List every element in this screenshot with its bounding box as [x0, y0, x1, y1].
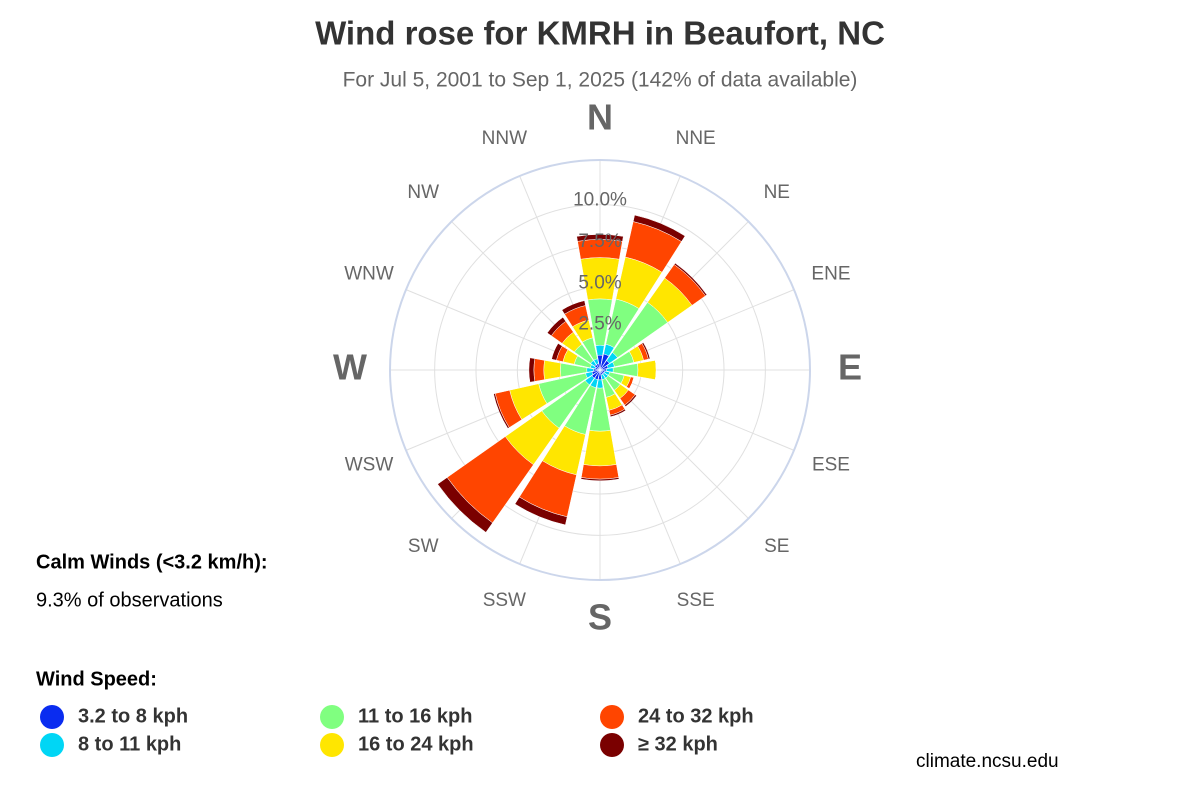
legend-label: 3.2 to 8 kph: [78, 705, 188, 727]
wind-segment: [437, 477, 493, 533]
legend-label: 11 to 16 kph: [358, 705, 473, 727]
direction-label: WSW: [345, 455, 394, 476]
y-tick-label: 5.0%: [578, 272, 621, 293]
wind-segment: [609, 408, 627, 418]
wind-segment: [580, 464, 620, 480]
outer-circle: [389, 159, 811, 581]
spoke: [599, 369, 795, 451]
calm-text: 9.3% of observations: [36, 589, 223, 611]
legend-title: Wind Speed:: [36, 668, 157, 690]
wind-segment: [624, 394, 637, 407]
chart-subtitle: For Jul 5, 2001 to Sep 1, 2025 (142% of …: [343, 69, 858, 92]
wind-segment: [632, 214, 686, 242]
source: climate.ncsu.edu: [916, 751, 1059, 772]
wind-segment: [629, 377, 635, 389]
wind-segment: [514, 496, 568, 526]
cardinal-label: W: [333, 347, 367, 388]
grid-circle: [434, 204, 766, 536]
legend-marker: [320, 705, 344, 729]
cardinal-label: E: [838, 347, 862, 388]
cardinal-label: N: [587, 97, 613, 138]
wind-segment: [641, 342, 651, 360]
direction-label: NNE: [676, 128, 716, 149]
wind-segment: [543, 360, 562, 380]
legend-label: 8 to 11 kph: [78, 733, 181, 755]
wind-segment: [595, 344, 605, 356]
wind-segment: [576, 234, 624, 242]
direction-label: SE: [764, 536, 789, 557]
direction-label: SW: [408, 536, 439, 557]
wind-segment: [493, 393, 510, 429]
wind-segment: [580, 477, 620, 481]
direction-label: ENE: [811, 263, 850, 284]
cardinal-label: S: [588, 597, 612, 638]
wind-segment: [546, 316, 567, 337]
legend-label: ≥ 32 kph: [638, 733, 718, 755]
y-tick-label: 2.5%: [578, 314, 621, 335]
direction-label: WNW: [344, 263, 394, 284]
wind-segment: [533, 358, 545, 382]
legend-marker: [40, 733, 64, 757]
legend-marker: [600, 705, 624, 729]
wind-segment: [583, 429, 617, 467]
direction-label: SSW: [483, 590, 526, 611]
legend-label: 24 to 32 kph: [638, 705, 754, 727]
wind-segment: [551, 343, 563, 361]
chart-title: Wind rose for KMRH in Beaufort, NC: [315, 15, 885, 52]
wind-segment: [637, 360, 657, 380]
direction-label: NE: [764, 182, 790, 203]
direction-label: NNW: [482, 128, 527, 149]
direction-label: ESE: [812, 455, 850, 476]
wind-segment: [673, 262, 708, 297]
legend-marker: [320, 733, 344, 757]
wind-segment: [561, 300, 586, 315]
legend-marker: [600, 733, 624, 757]
legend-marker: [40, 705, 64, 729]
y-tick-label: 7.5%: [578, 231, 621, 252]
direction-label: NW: [407, 182, 439, 203]
y-tick-label: 10.0%: [573, 190, 627, 211]
calm-title: Calm Winds (<3.2 km/h):: [36, 551, 268, 573]
wind-segment: [528, 357, 536, 383]
legend-label: 16 to 24 kph: [358, 733, 474, 755]
direction-label: SSE: [677, 590, 715, 611]
